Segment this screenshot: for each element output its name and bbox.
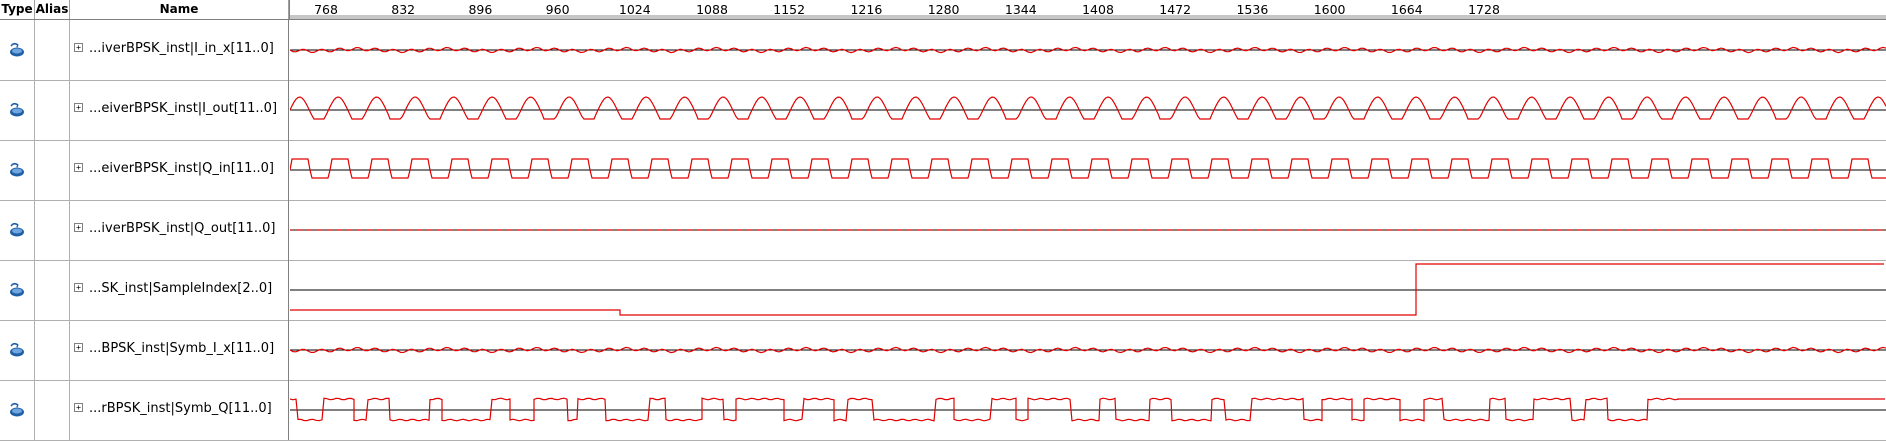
output-signal-icon [10,102,24,117]
expand-toggle[interactable]: + [74,223,83,232]
expand-toggle[interactable]: + [74,43,83,52]
alias-cell [35,200,70,260]
signal-waveform[interactable] [290,200,1886,260]
alias-cell [35,140,70,200]
type-cell [0,20,35,80]
ruler-tick-label: 1152 [773,2,806,17]
type-cell [0,140,35,200]
signal-row[interactable]: + ...BPSK_inst|Symb_I_x[11..0] [0,320,1886,381]
output-signal-icon [10,42,24,57]
ruler-tick-label: 1344 [1004,2,1037,17]
type-cell [0,320,35,380]
waveform-trace [290,346,1886,354]
signal-name: ...eiverBPSK_inst|Q_in[11..0] [89,161,274,176]
signal-name: ...rBPSK_inst|Symb_Q[11..0] [89,401,272,416]
expand-toggle[interactable]: + [74,343,83,352]
waveform-trace [290,46,1886,54]
signal-list: + ...iverBPSK_inst|I_in_x[11..0] + ...eiver… [0,20,1886,441]
expand-toggle[interactable]: + [74,163,83,172]
name-cell[interactable]: + ...rBPSK_inst|Symb_Q[11..0] [70,380,289,440]
signal-name: ...BPSK_inst|Symb_I_x[11..0] [89,341,275,356]
ruler-tick-label: 896 [468,2,493,17]
type-cell [0,260,35,320]
ruler-tick-label: 960 [545,2,570,17]
output-signal-icon [10,402,24,417]
output-signal-icon [10,162,24,177]
alias-column-header[interactable]: Alias [35,0,70,19]
signal-waveform[interactable] [290,140,1886,200]
signal-waveform[interactable] [290,260,1886,320]
ruler-tick-label: 1088 [696,2,728,17]
type-cell [0,200,35,260]
ruler-tick-label: 1600 [1313,2,1346,17]
ruler-tick-label: 1280 [927,2,960,17]
signal-waveform[interactable] [290,20,1886,80]
waveform-trace [290,158,1886,179]
name-column-header[interactable]: Name [70,0,289,19]
signal-row[interactable]: + ...SK_inst|SampleIndex[2..0] [0,260,1886,321]
signal-row[interactable]: + ...eiverBPSK_inst|I_out[11..0] [0,80,1886,141]
alias-cell [35,320,70,380]
type-cell [0,380,35,440]
signal-row[interactable]: + ...rBPSK_inst|Symb_Q[11..0] [0,380,1886,441]
signal-waveform[interactable] [290,320,1886,380]
ruler-tick-label: 1472 [1159,2,1192,17]
name-cell[interactable]: + ...iverBPSK_inst|I_in_x[11..0] [70,20,289,80]
expand-toggle[interactable]: + [74,403,83,412]
alias-cell [35,260,70,320]
expand-toggle[interactable]: + [74,283,83,292]
output-signal-icon [10,342,24,357]
ruler-tick-label: 1536 [1236,2,1269,17]
time-ruler[interactable]: 768 832 896 960 1024 1088 1152 1216 1280 1344 1408… [289,0,1886,19]
signal-name: ...eiverBPSK_inst|I_out[11..0] [89,101,278,116]
signal-row[interactable]: + ...iverBPSK_inst|I_in_x[11..0] [0,20,1886,81]
name-cell[interactable]: + ...eiverBPSK_inst|Q_in[11..0] [70,140,289,200]
column-header-bar [0,0,1886,20]
ruler-ticks [290,15,1886,19]
type-cell [0,80,35,140]
expand-toggle[interactable]: + [74,103,83,112]
waveform-trace [290,263,1884,316]
alias-cell [35,80,70,140]
name-cell[interactable]: + ...eiverBPSK_inst|I_out[11..0] [70,80,289,140]
name-cell[interactable]: + ...iverBPSK_inst|Q_out[11..0] [70,200,289,260]
ruler-tick-label: 768 [314,2,338,17]
name-cell[interactable]: + ...BPSK_inst|Symb_I_x[11..0] [70,320,289,380]
signal-row[interactable]: + ...eiverBPSK_inst|Q_in[11..0] [0,140,1886,201]
name-cell[interactable]: + ...SK_inst|SampleIndex[2..0] [70,260,289,320]
signal-row[interactable]: + ...iverBPSK_inst|Q_out[11..0] [0,200,1886,261]
waveform-trace [290,96,1886,120]
alias-cell [35,380,70,440]
signal-name: ...iverBPSK_inst|Q_out[11..0] [89,221,276,236]
alias-cell [35,20,70,80]
ruler-tick-label: 1024 [618,2,651,17]
waveform-trace [290,397,1885,422]
signal-name: ...iverBPSK_inst|I_in_x[11..0] [89,41,274,56]
output-signal-icon [10,222,24,237]
ruler-tick-label: 1664 [1390,2,1423,17]
signal-name: ...SK_inst|SampleIndex[2..0] [89,281,273,296]
ruler-tick-label: 1216 [850,2,883,17]
ruler-tick-label: 1728 [1468,2,1500,17]
output-signal-icon [10,282,24,297]
ruler-tick-label: 1408 [1082,2,1114,17]
signal-waveform[interactable] [290,80,1886,140]
type-column-header[interactable]: Type [0,0,35,19]
signal-waveform[interactable] [290,380,1886,440]
ruler-tick-label: 832 [391,2,416,17]
